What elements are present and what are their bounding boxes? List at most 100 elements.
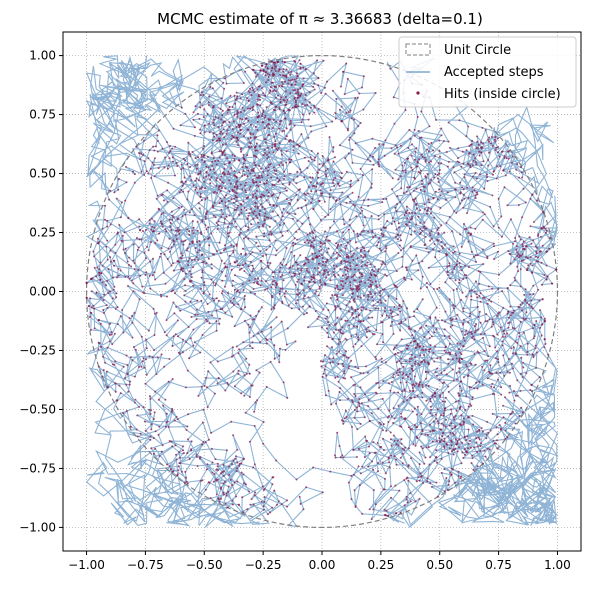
hit-point xyxy=(215,250,218,253)
hit-point xyxy=(341,454,344,457)
hit-point xyxy=(236,112,239,115)
hit-point xyxy=(377,301,380,304)
hit-point xyxy=(247,107,249,110)
hit-point xyxy=(391,315,394,318)
hit-point xyxy=(335,328,337,331)
hit-point xyxy=(231,463,233,465)
hit-point xyxy=(463,339,466,342)
hit-point xyxy=(220,208,223,211)
hit-point xyxy=(412,337,415,340)
hit-point xyxy=(220,216,223,218)
hit-point xyxy=(459,181,462,184)
hit-point xyxy=(312,280,315,283)
hit-point xyxy=(113,191,116,194)
hit-point xyxy=(353,408,356,411)
hit-point xyxy=(244,189,247,192)
hit-point xyxy=(302,297,305,300)
hit-point xyxy=(344,409,347,412)
hit-point xyxy=(264,212,267,215)
hit-point xyxy=(391,177,394,180)
hit-point xyxy=(389,67,392,70)
hit-point xyxy=(410,357,413,360)
hit-point xyxy=(460,414,463,417)
hit-point xyxy=(458,361,461,364)
hit-point xyxy=(476,254,479,257)
hit-point xyxy=(464,333,466,336)
hit-point xyxy=(425,227,428,230)
hit-point xyxy=(467,232,470,234)
hit-point xyxy=(423,361,426,363)
hit-point xyxy=(437,239,440,242)
hit-point xyxy=(468,145,471,147)
hit-point xyxy=(516,163,519,166)
hit-point xyxy=(434,316,437,319)
hit-point xyxy=(273,344,276,347)
hit-point xyxy=(262,154,265,156)
hit-point xyxy=(300,267,303,270)
hit-point xyxy=(545,278,548,281)
hit-point xyxy=(460,380,463,383)
hit-point xyxy=(260,196,263,198)
hit-point xyxy=(117,177,120,180)
hit-point xyxy=(397,374,400,377)
hit-point xyxy=(338,198,341,201)
hit-point xyxy=(352,384,355,387)
hit-point xyxy=(516,394,519,397)
hit-point xyxy=(211,314,214,317)
hit-point xyxy=(524,298,527,301)
hit-point xyxy=(279,287,282,290)
hit-point xyxy=(239,97,242,100)
hit-point xyxy=(262,170,265,173)
hit-point xyxy=(247,137,250,140)
hit-point xyxy=(477,147,479,150)
hit-point xyxy=(535,351,538,354)
hit-point xyxy=(419,472,422,475)
hit-point xyxy=(431,395,434,398)
hit-point xyxy=(350,474,353,477)
hit-point xyxy=(280,503,283,506)
hit-point xyxy=(305,267,308,270)
hit-point xyxy=(109,189,112,192)
hit-point xyxy=(456,440,459,442)
hit-point xyxy=(217,469,219,472)
hit-point xyxy=(357,338,360,341)
hit-point xyxy=(248,396,251,398)
hit-point xyxy=(149,438,152,441)
hit-point xyxy=(161,444,164,447)
hit-point xyxy=(369,272,372,275)
hit-point xyxy=(465,274,468,277)
hit-point xyxy=(402,247,405,250)
hit-point xyxy=(212,132,215,135)
hit-point xyxy=(494,357,497,360)
hit-point xyxy=(288,271,291,274)
hit-point xyxy=(438,150,441,152)
hit-point xyxy=(256,129,259,131)
hit-point xyxy=(247,99,250,102)
hit-point xyxy=(197,202,200,205)
hit-point xyxy=(407,426,410,429)
hit-point xyxy=(195,177,198,180)
hit-point xyxy=(227,199,230,202)
hit-point xyxy=(228,190,231,193)
hit-point xyxy=(447,385,450,388)
hit-point xyxy=(392,332,395,335)
hit-point xyxy=(361,465,364,468)
hit-point xyxy=(242,200,245,203)
hit-point xyxy=(499,165,502,168)
hit-point xyxy=(309,287,312,290)
hit-point xyxy=(133,173,136,176)
hit-point xyxy=(332,150,335,153)
hit-point xyxy=(371,296,374,299)
hit-point xyxy=(443,437,446,440)
hit-point xyxy=(246,175,249,178)
hit-point xyxy=(359,233,362,236)
hit-point xyxy=(417,171,420,173)
hit-point xyxy=(98,240,101,243)
hit-point xyxy=(433,395,436,398)
hit-point xyxy=(350,179,352,182)
hit-point xyxy=(458,279,461,282)
hit-point xyxy=(210,263,213,266)
hit-point xyxy=(227,292,229,294)
hit-point xyxy=(239,123,242,126)
hit-point xyxy=(440,414,443,417)
